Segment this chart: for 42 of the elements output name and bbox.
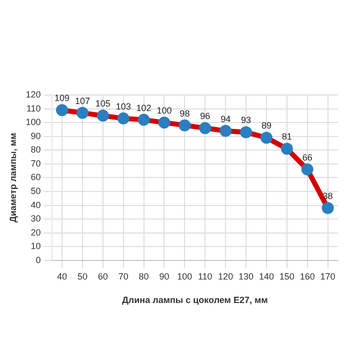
y-tick-label: 60 bbox=[30, 172, 41, 182]
x-tick-label: 160 bbox=[300, 271, 315, 282]
y-tick-label: 90 bbox=[30, 130, 41, 141]
x-axis-title: Длина лампы с цоколем E27, мм bbox=[122, 295, 268, 306]
x-tick-label: 100 bbox=[177, 271, 192, 282]
data-label: 66 bbox=[302, 152, 312, 162]
data-label: 96 bbox=[200, 111, 210, 122]
data-label: 102 bbox=[136, 102, 152, 113]
y-tick-label: 70 bbox=[30, 158, 41, 168]
data-label: 81 bbox=[282, 132, 292, 142]
data-label: 100 bbox=[156, 106, 172, 116]
data-label: 98 bbox=[180, 108, 190, 118]
x-tick-label: 60 bbox=[98, 271, 108, 282]
y-tick-label: 100 bbox=[26, 117, 41, 128]
y-tick-label: 120 bbox=[26, 89, 41, 100]
y-tick-label: 80 bbox=[30, 144, 41, 155]
data-label: 89 bbox=[261, 120, 272, 131]
x-tick-label: 50 bbox=[77, 271, 88, 282]
y-tick-label: 30 bbox=[30, 214, 41, 224]
x-tick-label: 70 bbox=[118, 271, 128, 282]
x-tick-label: 140 bbox=[258, 271, 274, 282]
y-tick-label: 20 bbox=[30, 227, 41, 238]
y-axis-title: Диаметр лампы, мм bbox=[8, 132, 18, 223]
x-tick-label: 170 bbox=[320, 271, 336, 282]
x-tick-label: 40 bbox=[57, 271, 68, 282]
x-tick-label: 130 bbox=[238, 271, 254, 282]
data-label: 105 bbox=[95, 98, 110, 109]
data-label: 93 bbox=[241, 115, 252, 126]
x-tick-label: 110 bbox=[198, 271, 212, 282]
y-tick-label: 110 bbox=[26, 103, 41, 114]
x-tick-label: 80 bbox=[138, 271, 149, 282]
y-tick-label: 50 bbox=[30, 186, 41, 196]
x-tick-label: 90 bbox=[159, 271, 170, 282]
x-tick-label: 120 bbox=[218, 271, 234, 282]
data-label: 107 bbox=[74, 96, 90, 106]
data-label: 109 bbox=[54, 93, 70, 104]
x-tick-label: 150 bbox=[279, 271, 294, 282]
data-label: 103 bbox=[116, 101, 131, 112]
data-label: 94 bbox=[220, 114, 231, 124]
y-tick-label: 0 bbox=[36, 254, 41, 265]
y-tick-label: 40 bbox=[30, 200, 41, 210]
y-tick-label: 10 bbox=[30, 241, 41, 252]
